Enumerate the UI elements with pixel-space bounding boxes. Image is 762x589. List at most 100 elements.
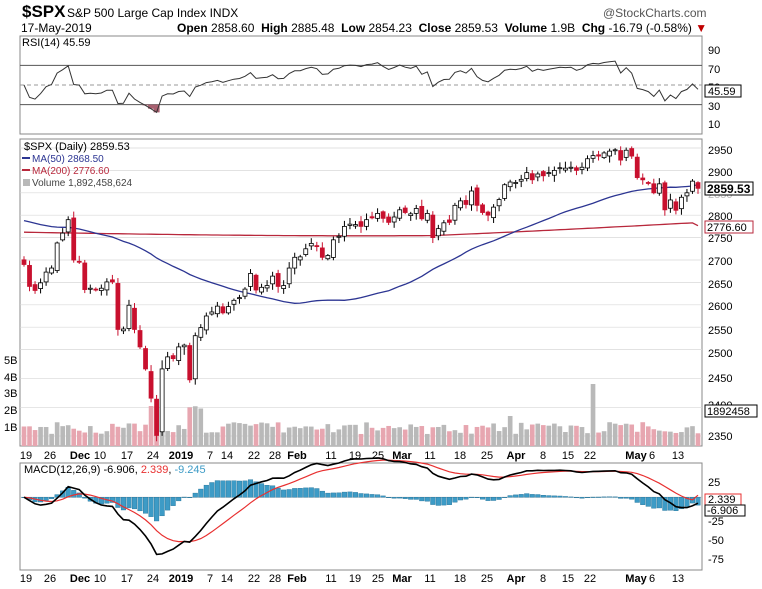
macd-hist-bar — [584, 497, 591, 498]
candle-body — [690, 180, 695, 192]
candle-body — [507, 181, 513, 188]
macd-hist-bar — [43, 497, 49, 501]
macd-hist-bar — [673, 497, 679, 511]
candle-body — [314, 245, 320, 248]
date-tick: Mar — [392, 573, 412, 585]
candle-body — [618, 150, 624, 161]
candle-body — [585, 158, 590, 169]
date-tick: 13 — [672, 450, 684, 462]
close-badge-box — [704, 181, 754, 196]
macd-tick-neg75: -75 — [708, 554, 724, 566]
candle-body — [424, 213, 430, 221]
macd-hist-bar — [176, 497, 182, 502]
candle-body — [568, 166, 574, 169]
candle-body — [126, 304, 132, 329]
candle-body — [32, 284, 38, 291]
macd-hist-bar — [402, 497, 408, 499]
volume-bar — [673, 432, 679, 446]
macd-hist-bar — [341, 491, 347, 498]
volume-bar — [264, 423, 270, 446]
candle-body — [71, 217, 77, 261]
candle-body — [330, 239, 336, 258]
macd-hist-bar — [684, 497, 690, 507]
chg-label: Chg — [581, 21, 606, 35]
volume-bar — [143, 424, 148, 446]
macd-hist-bar — [209, 482, 215, 498]
legend-main: $SPX (Daily) 2859.53 — [24, 141, 130, 153]
candle-body — [629, 148, 635, 157]
date-tick: 25 — [481, 450, 493, 462]
macd-hist-bar — [308, 487, 314, 498]
candle-body — [281, 285, 287, 289]
volume-bar — [21, 426, 27, 446]
candle-body — [529, 173, 535, 181]
macd-hist-bar — [529, 494, 535, 498]
volume-bar — [507, 416, 513, 446]
volume-bar — [579, 427, 585, 446]
macd-hist-bar — [596, 496, 602, 498]
macd-hist-bar — [314, 488, 320, 498]
volume-bar — [618, 425, 623, 446]
vol-tick-3b: 3B — [4, 388, 17, 400]
date-tick: 14 — [221, 450, 233, 462]
candle-body — [590, 155, 596, 159]
candle-body — [87, 287, 93, 290]
candle-body — [297, 256, 303, 261]
price-tick-2900: 2900 — [708, 167, 732, 179]
candle-body — [82, 262, 88, 290]
date-tick: 17 — [121, 450, 133, 462]
macd-hist-bar — [76, 492, 82, 498]
price-tick-2650: 2650 — [708, 279, 732, 291]
candle-body — [535, 173, 541, 178]
macd-hist-bar — [131, 497, 138, 510]
macd-hist-bar — [98, 497, 104, 505]
index-name: S&P 500 Large Cap Index INDX — [67, 6, 238, 20]
volume-bar — [552, 423, 557, 446]
candle-body — [286, 267, 292, 285]
macd-hist-bar — [225, 480, 231, 498]
candle-body — [98, 287, 104, 291]
macd-hist-bar — [419, 497, 425, 502]
volume-bar — [32, 430, 38, 446]
date-tick: 15 — [562, 450, 574, 462]
macd-hist-bar — [413, 497, 419, 500]
macd-hist-bar — [352, 492, 358, 498]
price-tick-2350: 2350 — [708, 431, 732, 443]
date-tick: 28 — [269, 450, 281, 462]
macd-hist-bar — [695, 497, 701, 506]
candle-body — [253, 274, 259, 291]
macd-hist-bar — [187, 497, 193, 498]
macd-hist-bar — [247, 479, 254, 498]
macd-tick-neg25: -25 — [708, 516, 724, 528]
close-label: Close — [418, 21, 452, 35]
macd-hist-bar — [557, 495, 563, 498]
volume-bar — [93, 432, 99, 446]
candle-body — [496, 199, 502, 207]
volume-bar — [215, 432, 220, 446]
macd-hist-bar — [364, 493, 370, 498]
volume-bar — [320, 428, 325, 446]
volume-bar — [485, 427, 491, 446]
rsi-line — [23, 60, 699, 114]
volume-bar — [568, 425, 574, 446]
macd-hist-bar — [513, 494, 519, 498]
rsi-panel-frame — [19, 35, 703, 135]
volume-bar — [502, 427, 507, 446]
macd-hist-bar — [336, 492, 342, 498]
macd-hist-bar — [640, 497, 646, 505]
volume-bar — [270, 426, 275, 446]
macd-hist-bar — [159, 497, 165, 517]
rsi-badge-box — [704, 84, 742, 98]
date-tick: May — [625, 450, 647, 462]
volume-bar — [358, 433, 364, 446]
volume-bar — [38, 426, 43, 446]
date-tick: Apr — [507, 450, 527, 462]
candle-body — [187, 345, 193, 381]
rsi-tick-70: 70 — [708, 64, 720, 76]
macd-hist-bar — [286, 489, 292, 498]
candle-body — [121, 328, 126, 332]
candle-body — [170, 355, 176, 359]
macd-hist-bar — [325, 492, 331, 498]
volume-bar — [612, 423, 618, 446]
volume-bar — [49, 433, 54, 446]
